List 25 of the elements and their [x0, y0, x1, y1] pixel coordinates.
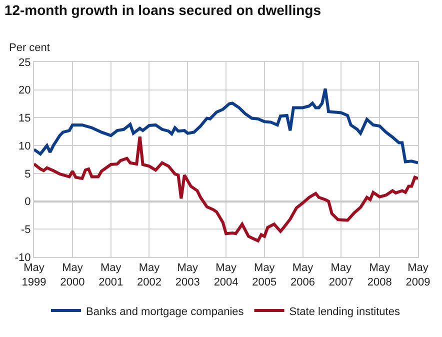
x-tick-label: May 2005 — [252, 262, 277, 288]
line-series — [34, 135, 418, 242]
y-axis-title: Per cent — [9, 42, 50, 54]
x-tick-label: May 2007 — [328, 262, 354, 288]
chart-title: 12-month growth in loans secured on dwellings — [4, 2, 322, 18]
legend-label: Banks and mortgage companies — [86, 306, 244, 318]
x-tick-label: May 2004 — [214, 262, 238, 288]
x-tick-label: May 2006 — [290, 262, 316, 288]
y-tick-label: 0 — [24, 196, 31, 208]
y-tick-label: 25 — [18, 56, 31, 69]
y-tick-label: 15 — [18, 112, 31, 125]
x-tick-label: May 2000 — [60, 262, 85, 288]
legend-label: State lending institutes — [289, 306, 400, 318]
x-tick-label: May 2009 — [406, 262, 430, 288]
y-tick-label: 20 — [18, 84, 31, 97]
y-tick-label: -5 — [21, 224, 31, 236]
x-tick-label: May 2008 — [367, 262, 392, 288]
y-tick-label: 10 — [18, 140, 31, 152]
x-tick-label: May 2003 — [175, 262, 200, 288]
y-tick-label: 5 — [24, 168, 31, 180]
x-tick-label: May 2002 — [136, 262, 162, 288]
line-series — [34, 87, 418, 164]
x-tick-label: May 2001 — [98, 262, 124, 288]
y-tick-label: -10 — [14, 252, 31, 264]
x-tick-label: May 1999 — [22, 262, 46, 288]
